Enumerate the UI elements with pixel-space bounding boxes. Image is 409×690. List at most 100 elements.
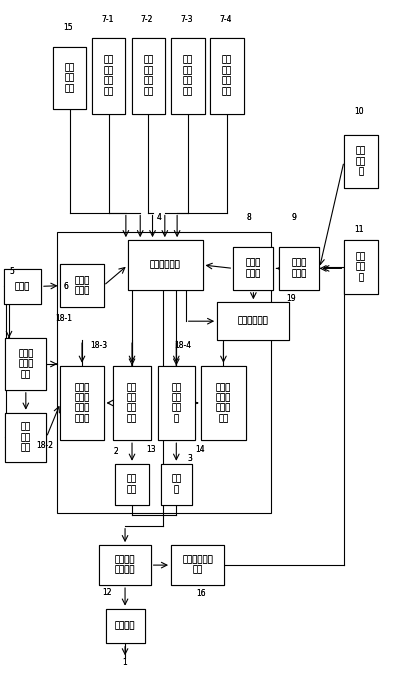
Text: 射流
阀: 射流 阀 bbox=[171, 475, 181, 494]
Text: 5: 5 bbox=[9, 266, 14, 276]
FancyBboxPatch shape bbox=[171, 545, 224, 585]
Text: 8: 8 bbox=[246, 213, 251, 222]
FancyBboxPatch shape bbox=[106, 609, 144, 643]
Text: 电动
闸阀: 电动 闸阀 bbox=[127, 475, 137, 494]
Text: 信号采
集电路: 信号采 集电路 bbox=[291, 259, 306, 278]
FancyBboxPatch shape bbox=[209, 38, 243, 114]
FancyBboxPatch shape bbox=[128, 240, 202, 290]
FancyBboxPatch shape bbox=[128, 240, 202, 290]
Text: 手动
自动
选择
电路: 手动 自动 选择 电路 bbox=[182, 56, 193, 96]
FancyBboxPatch shape bbox=[233, 247, 273, 290]
FancyBboxPatch shape bbox=[160, 464, 191, 505]
Text: 9: 9 bbox=[291, 213, 296, 222]
FancyBboxPatch shape bbox=[53, 47, 86, 109]
Text: 18-3: 18-3 bbox=[90, 340, 107, 350]
FancyBboxPatch shape bbox=[131, 38, 165, 114]
Text: 18-2: 18-2 bbox=[36, 440, 53, 450]
FancyBboxPatch shape bbox=[279, 247, 319, 290]
Text: 1: 1 bbox=[122, 658, 127, 667]
FancyBboxPatch shape bbox=[217, 302, 288, 340]
Text: 信号处
理电路: 信号处 理电路 bbox=[245, 259, 261, 278]
Text: 12: 12 bbox=[102, 587, 112, 597]
Text: 高压隔爆
配电开关: 高压隔爆 配电开关 bbox=[115, 555, 135, 575]
FancyBboxPatch shape bbox=[343, 240, 377, 294]
Text: 电动闸
阀时序
控制判
断电路: 电动闸 阀时序 控制判 断电路 bbox=[74, 383, 90, 423]
Text: 射流阀
时序控
制判断
电路: 射流阀 时序控 制判断 电路 bbox=[215, 383, 231, 423]
Text: 真空
传感
器: 真空 传感 器 bbox=[355, 146, 365, 177]
Text: 18-1: 18-1 bbox=[55, 314, 72, 324]
FancyBboxPatch shape bbox=[157, 366, 194, 440]
Text: 故障判断电路: 故障判断电路 bbox=[237, 317, 268, 326]
FancyBboxPatch shape bbox=[343, 135, 377, 188]
FancyBboxPatch shape bbox=[217, 302, 288, 340]
Text: 水泵电机: 水泵电机 bbox=[115, 621, 135, 631]
Text: 16: 16 bbox=[196, 589, 205, 598]
FancyBboxPatch shape bbox=[209, 38, 243, 114]
Text: 4: 4 bbox=[156, 213, 161, 222]
Text: 出水
管路
选择
电路: 出水 管路 选择 电路 bbox=[221, 56, 231, 96]
FancyBboxPatch shape bbox=[92, 38, 125, 114]
Text: 显示
指示
电路: 显示 指示 电路 bbox=[65, 63, 74, 93]
Text: 电源调
理电路: 电源调 理电路 bbox=[74, 276, 90, 295]
FancyBboxPatch shape bbox=[343, 135, 377, 188]
Text: 18-1: 18-1 bbox=[55, 314, 72, 324]
Text: 13: 13 bbox=[146, 445, 155, 455]
Text: 故障判断电路: 故障判断电路 bbox=[237, 317, 268, 326]
FancyBboxPatch shape bbox=[233, 247, 273, 290]
Text: 19: 19 bbox=[285, 293, 295, 303]
Text: 4: 4 bbox=[156, 213, 161, 222]
Text: 14: 14 bbox=[194, 445, 204, 455]
Text: 7-3: 7-3 bbox=[180, 14, 192, 24]
FancyBboxPatch shape bbox=[157, 366, 194, 440]
Text: 10: 10 bbox=[353, 107, 363, 117]
Text: 7-4: 7-4 bbox=[219, 14, 231, 24]
Text: 故障信号采集
电路: 故障信号采集 电路 bbox=[182, 555, 213, 575]
Text: 5: 5 bbox=[9, 266, 14, 276]
Text: 1: 1 bbox=[122, 658, 127, 667]
Text: 11: 11 bbox=[353, 224, 363, 234]
Text: 出水
管路
选择
电路: 出水 管路 选择 电路 bbox=[221, 56, 231, 96]
Text: 射流阀
时序控
制判断
电路: 射流阀 时序控 制判断 电路 bbox=[215, 383, 231, 423]
FancyBboxPatch shape bbox=[99, 545, 151, 585]
Text: 电源相
序检测
电路: 电源相 序检测 电路 bbox=[18, 349, 34, 379]
FancyBboxPatch shape bbox=[131, 38, 165, 114]
Text: 水泵电机: 水泵电机 bbox=[115, 621, 135, 631]
Text: 信号采
集电路: 信号采 集电路 bbox=[291, 259, 306, 278]
Text: 7-2: 7-2 bbox=[140, 14, 153, 24]
Text: 19: 19 bbox=[285, 293, 295, 303]
Text: 7-2: 7-2 bbox=[140, 14, 153, 24]
FancyBboxPatch shape bbox=[115, 464, 148, 505]
Text: 射流
水源
选择
电路: 射流 水源 选择 电路 bbox=[143, 56, 153, 96]
Text: 2: 2 bbox=[113, 447, 118, 457]
Text: 7-1: 7-1 bbox=[101, 14, 113, 24]
Text: 15: 15 bbox=[63, 23, 72, 32]
FancyBboxPatch shape bbox=[201, 366, 245, 440]
FancyBboxPatch shape bbox=[201, 366, 245, 440]
Text: 6: 6 bbox=[63, 282, 68, 291]
FancyBboxPatch shape bbox=[92, 38, 125, 114]
Text: 信号处
理电路: 信号处 理电路 bbox=[245, 259, 261, 278]
FancyBboxPatch shape bbox=[5, 338, 46, 390]
Text: 7-3: 7-3 bbox=[180, 14, 192, 24]
Text: 7-4: 7-4 bbox=[219, 14, 231, 24]
Text: 电动
闸阀: 电动 闸阀 bbox=[127, 475, 137, 494]
Text: 8: 8 bbox=[246, 213, 251, 222]
Text: 16: 16 bbox=[196, 589, 205, 598]
Text: 14: 14 bbox=[194, 445, 204, 455]
FancyBboxPatch shape bbox=[112, 366, 151, 440]
Text: 18-4: 18-4 bbox=[173, 340, 191, 350]
FancyBboxPatch shape bbox=[61, 366, 103, 440]
Text: 射流
水源
选择
电路: 射流 水源 选择 电路 bbox=[143, 56, 153, 96]
Text: 就地
远方
选择
电路: 就地 远方 选择 电路 bbox=[103, 56, 114, 96]
Text: 电源调
理电路: 电源调 理电路 bbox=[74, 276, 90, 295]
FancyBboxPatch shape bbox=[106, 609, 144, 643]
Text: 9: 9 bbox=[291, 213, 296, 222]
Text: 控制逻辑电路: 控制逻辑电路 bbox=[150, 260, 180, 270]
Text: 18-2: 18-2 bbox=[36, 440, 53, 450]
Text: 射流
阀驱
动电
路: 射流 阀驱 动电 路 bbox=[171, 383, 181, 423]
FancyBboxPatch shape bbox=[4, 269, 41, 304]
Text: 缺相
反馈
电路: 缺相 反馈 电路 bbox=[20, 422, 31, 453]
Text: 15: 15 bbox=[63, 23, 72, 32]
Text: 射流
阀: 射流 阀 bbox=[171, 475, 181, 494]
Text: 2: 2 bbox=[113, 447, 118, 457]
